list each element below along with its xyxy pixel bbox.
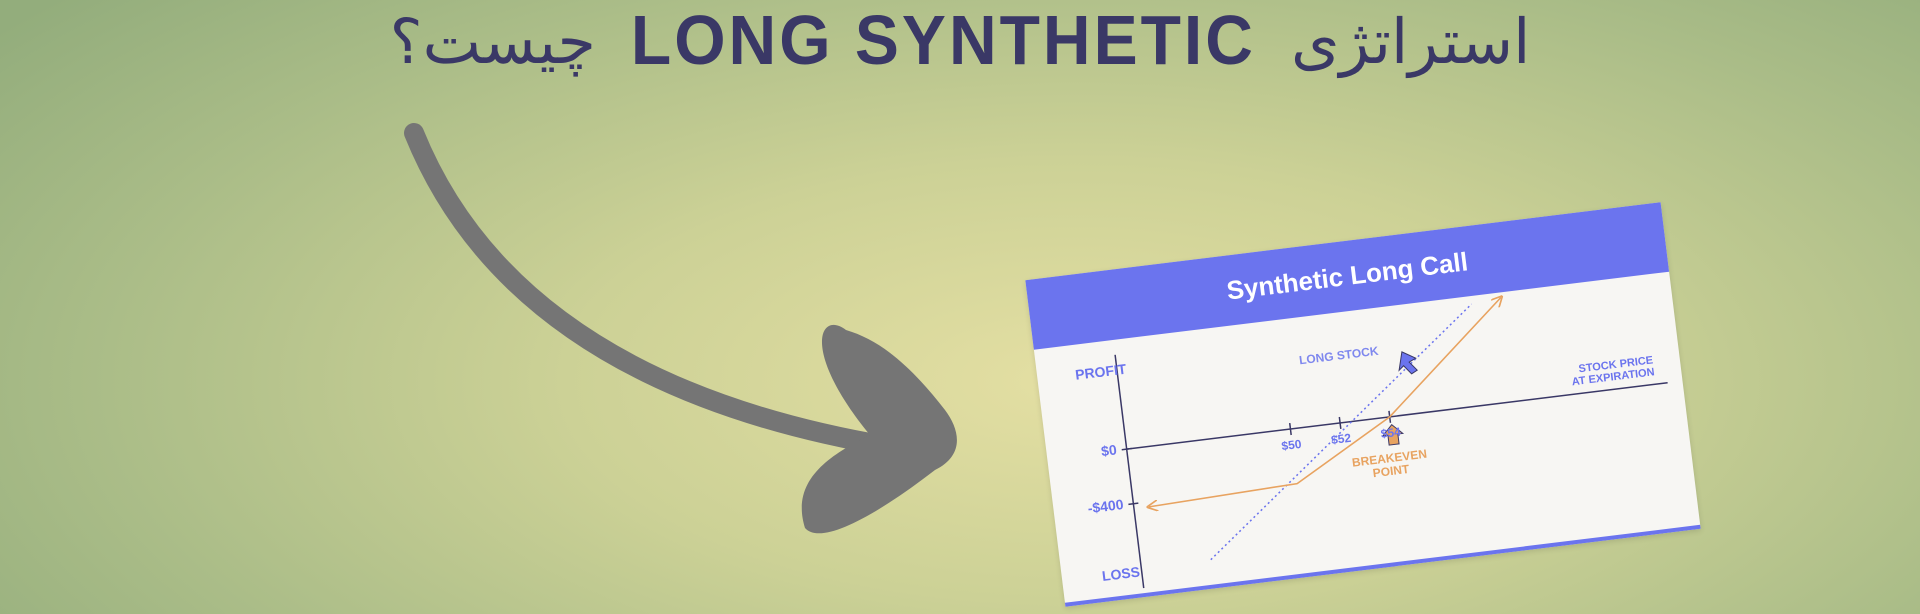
- x-tick-label-54: $54: [1379, 424, 1402, 442]
- y-tick-minus400: [1128, 502, 1139, 506]
- x-tick-label-52: $52: [1330, 430, 1352, 448]
- curved-arrow-shaft: [404, 123, 935, 462]
- long-stock-line: [1210, 303, 1473, 561]
- title-persian-right: استراتژی: [1291, 5, 1531, 78]
- chart-card: Synthetic Long Call PROFIT LOSS $0 -$400…: [1025, 202, 1701, 607]
- page-title: چیست؟ LONG SYNTHETIC استراتژی: [0, 1, 1920, 79]
- y-tick-zero: [1121, 447, 1132, 451]
- title-english: LONG SYNTHETIC: [630, 1, 1256, 79]
- x-tick-label-50: $50: [1280, 436, 1303, 454]
- title-persian-left: چیست؟: [389, 5, 596, 78]
- x-tick-52: [1338, 416, 1342, 429]
- x-tick-50: [1288, 422, 1292, 436]
- long-stock-arrow-icon: [1398, 351, 1419, 375]
- y-axis: [1114, 354, 1145, 589]
- breakeven-arrow-icon: [1381, 423, 1405, 446]
- payoff-line: [1129, 297, 1521, 506]
- chart-plot: PROFIT LOSS $0 -$400 $50 $52 $54 STOCK P…: [1034, 272, 1700, 603]
- curved-arrow-head: [801, 324, 957, 534]
